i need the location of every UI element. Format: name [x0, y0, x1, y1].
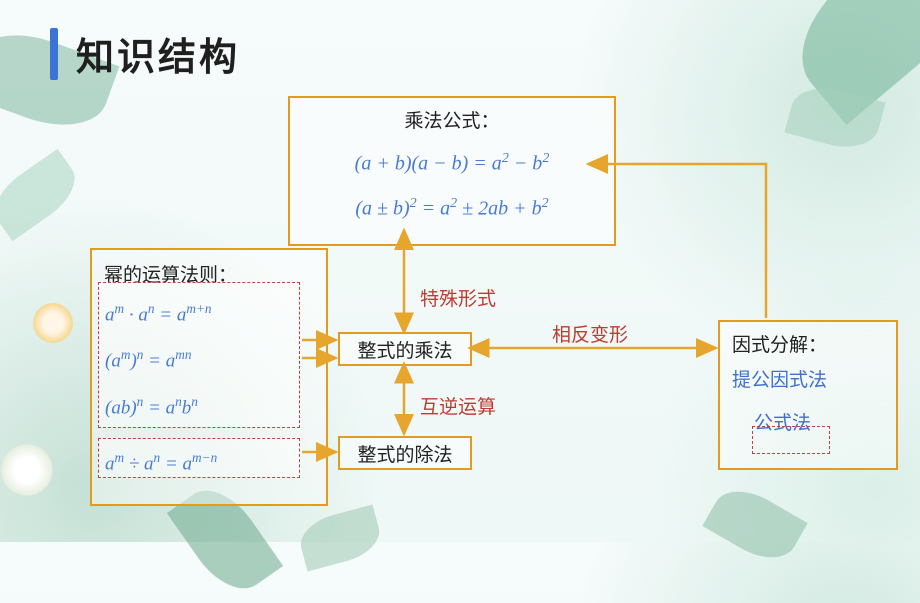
factor-formula-highlight — [752, 426, 830, 454]
title-text: 知识结构 — [76, 26, 240, 81]
edge-label-opposite-transform: 相反变形 — [552, 320, 628, 347]
bg-leaf — [0, 149, 86, 242]
bg-flower — [30, 300, 76, 346]
formula-diff-squares: (a + b)(a − b) = a2 − b2 — [304, 139, 600, 184]
edge-label-inverse-op: 互逆运算 — [420, 392, 496, 419]
factor-heading: 因式分解： — [732, 330, 884, 357]
bg-leaf — [295, 504, 385, 571]
bg-flower — [0, 438, 59, 502]
edge-label-special-form: 特殊形式 — [420, 284, 496, 311]
power-rules-group: am · an = am+n (am)n = amn (ab)n = anbn — [98, 282, 300, 428]
formula-perfect-square: (a ± b)2 = a2 ± 2ab + b2 — [304, 184, 600, 229]
bg-leaf — [702, 478, 807, 571]
node-polynomial-multiplication: 整式的乘法 — [338, 332, 472, 366]
page-title: 知识结构 — [50, 26, 240, 81]
div-label: 整式的除法 — [357, 440, 452, 467]
mul-label: 整式的乘法 — [357, 336, 452, 363]
power-rule-power: (am)n = amn — [105, 335, 293, 381]
power-rule-quotient-group: am ÷ an = am−n — [98, 438, 300, 478]
title-accent-bar — [50, 28, 58, 80]
node-polynomial-division: 整式的除法 — [338, 436, 472, 470]
formula-heading: 乘法公式： — [304, 106, 600, 133]
node-multiplication-formulas: 乘法公式： (a + b)(a − b) = a2 − b2 (a ± b)2 … — [288, 96, 616, 246]
power-rule-quotient: am ÷ an = am−n — [105, 443, 293, 479]
power-rule-product: am · an = am+n — [105, 289, 293, 335]
power-rule-product-power: (ab)n = anbn — [105, 382, 293, 428]
factor-method-common: 提公因式法 — [732, 365, 884, 392]
